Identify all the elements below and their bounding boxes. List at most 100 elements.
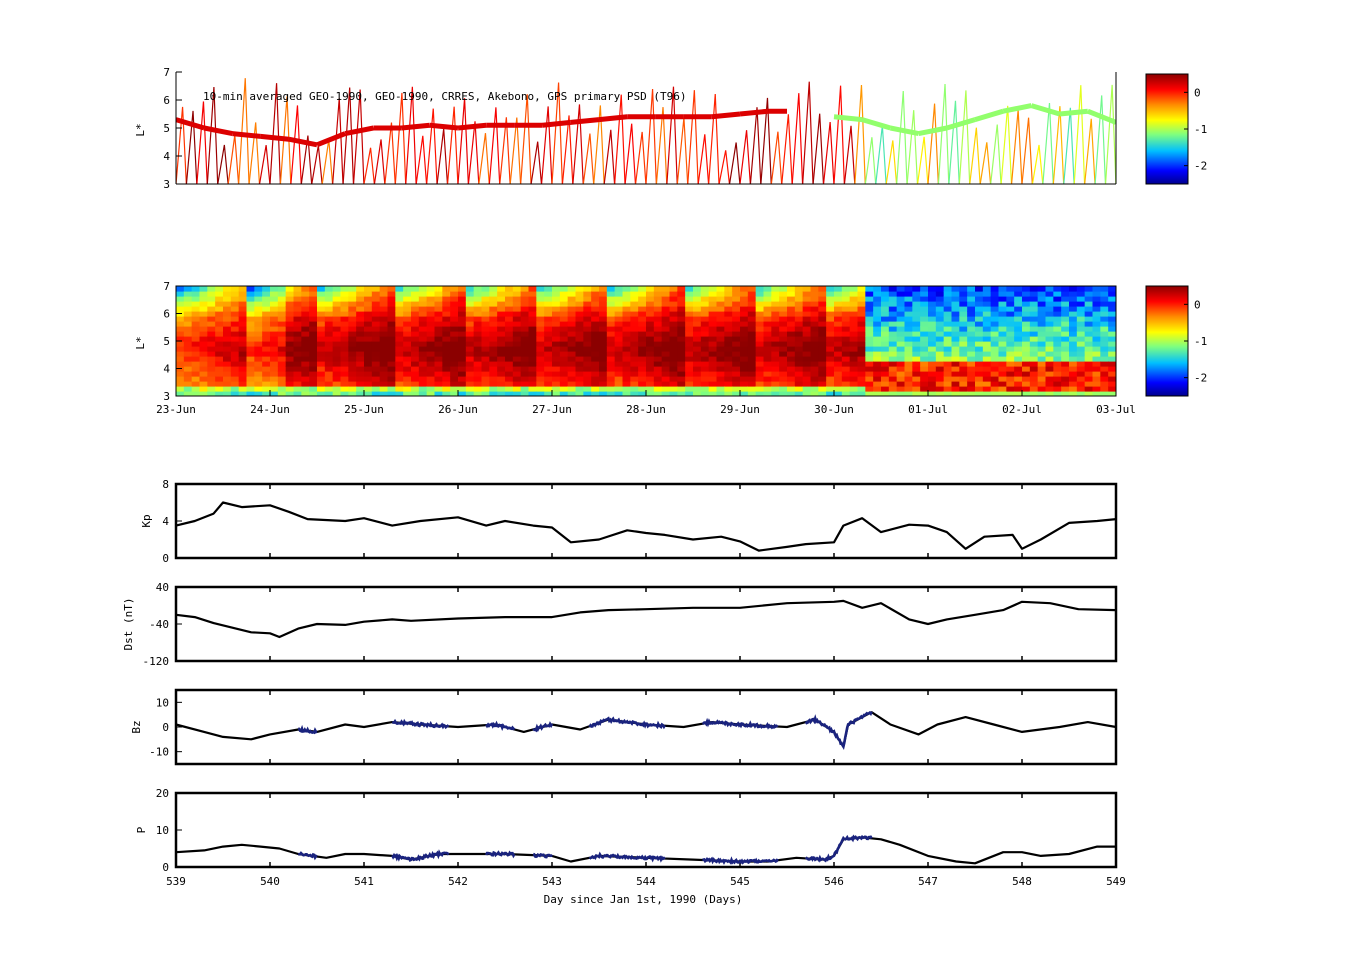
- heatmap-cell: [599, 336, 608, 342]
- heatmap-cell: [489, 351, 498, 357]
- heatmap-cell: [183, 301, 193, 307]
- heatmap-cell: [583, 296, 592, 302]
- heatmap-cell: [614, 346, 624, 352]
- heatmap-cell: [967, 311, 976, 317]
- heatmap-cell: [716, 316, 725, 322]
- heatmap-cell: [512, 321, 522, 327]
- heatmap-cell: [1037, 356, 1047, 362]
- heatmap-cell: [794, 386, 804, 392]
- heatmap-cell: [896, 361, 906, 367]
- heatmap-cell: [528, 371, 537, 377]
- heatmap-cell: [1006, 331, 1015, 337]
- heatmap-cell: [348, 371, 357, 377]
- heatmap-cell: [395, 311, 404, 317]
- heatmap-cell: [857, 286, 866, 292]
- heatmap-cell: [520, 326, 530, 332]
- heatmap-cell: [802, 311, 812, 317]
- orbit-trace: [426, 108, 438, 184]
- secondary-track-segment: [1059, 108, 1089, 117]
- heatmap-cell: [975, 386, 984, 392]
- heatmap-cell: [379, 376, 389, 382]
- orbit-trace: [509, 117, 522, 184]
- heatmap-cell: [309, 351, 318, 357]
- orbit-trace: [394, 92, 407, 184]
- heatmap-cell: [1069, 331, 1078, 337]
- heatmap-cell: [1100, 321, 1109, 327]
- heatmap-cell: [1045, 386, 1054, 392]
- heatmap-cell: [1092, 386, 1101, 392]
- heatmap-cell: [559, 331, 569, 337]
- heatmap-cell: [896, 366, 906, 372]
- heatmap-cell: [324, 326, 334, 332]
- heatmap-cell: [614, 356, 624, 362]
- heatmap-cell: [317, 381, 326, 387]
- heatmap-cell: [403, 291, 412, 297]
- primary-track-segment: [260, 133, 290, 142]
- heatmap-cell: [888, 366, 898, 372]
- heatmap-cell: [1069, 291, 1078, 297]
- heatmap-cell: [849, 361, 859, 367]
- heatmap-cell: [340, 391, 349, 396]
- heatmap-cell: [904, 286, 913, 292]
- heatmap-cell: [1022, 341, 1031, 347]
- heatmap-cell: [465, 361, 475, 367]
- heatmap-cell: [630, 346, 639, 352]
- heatmap-cell: [434, 346, 443, 352]
- heatmap-cell: [661, 291, 671, 297]
- heatmap-cell: [865, 366, 874, 372]
- heatmap-cell: [285, 286, 295, 292]
- heatmap-cell: [536, 316, 545, 322]
- heatmap-cell: [348, 376, 357, 382]
- heatmap-cell: [230, 296, 240, 302]
- heatmap-cell: [191, 371, 201, 377]
- heatmap-cell: [771, 346, 780, 352]
- heatmap-cell: [387, 311, 396, 317]
- heatmap-cell: [411, 301, 420, 307]
- heatmap-cell: [818, 291, 827, 297]
- heatmap-cell: [176, 391, 185, 396]
- heatmap-cell: [990, 351, 1000, 357]
- heatmap-cell: [426, 286, 436, 292]
- heatmap-cell: [379, 286, 389, 292]
- heatmap-cell: [732, 291, 741, 297]
- heatmap-cell: [379, 391, 389, 396]
- heatmap-cell: [544, 306, 553, 312]
- heatmap-cell: [544, 356, 553, 362]
- heatmap-cell: [528, 331, 537, 337]
- heatmap-cell: [849, 366, 859, 372]
- heatmap-cell: [904, 326, 913, 332]
- heatmap-cell: [920, 311, 929, 317]
- heatmap-cell: [904, 301, 913, 307]
- heatmap-cell: [324, 296, 334, 302]
- heatmap-cell: [755, 381, 765, 387]
- heatmap-cell: [277, 366, 287, 372]
- heatmap-cell: [418, 341, 428, 347]
- heatmap-cell: [512, 286, 522, 292]
- heatmap-cell: [740, 286, 749, 292]
- heatmap-cell: [630, 356, 639, 362]
- heatmap-cell: [481, 381, 490, 387]
- heatmap-cell: [849, 356, 859, 362]
- bz-highlight-segment: [532, 721, 554, 733]
- heatmap-cell: [215, 361, 224, 367]
- heatmap-cell: [411, 306, 420, 312]
- heatmap-cell: [191, 326, 201, 332]
- heatmap-cell: [434, 386, 443, 392]
- kp-ytick: 0: [162, 552, 169, 565]
- heatmap-cell: [967, 371, 976, 377]
- heatmap-cell: [230, 286, 240, 292]
- heatmap-cell: [1014, 361, 1023, 367]
- heatmap-cell: [489, 346, 498, 352]
- orbit-trace: [238, 78, 250, 184]
- heatmap-cell: [528, 291, 537, 297]
- heatmap-cell: [732, 301, 741, 307]
- heatmap-cell: [959, 336, 968, 342]
- heatmap-cell: [552, 291, 561, 297]
- heatmap-cell: [920, 291, 929, 297]
- heatmap-cell: [881, 321, 890, 327]
- orbit-trace: [373, 139, 386, 184]
- heatmap-cell: [732, 351, 741, 357]
- heatmap-cell: [332, 341, 342, 347]
- psd-track-ytick: 4: [163, 150, 170, 163]
